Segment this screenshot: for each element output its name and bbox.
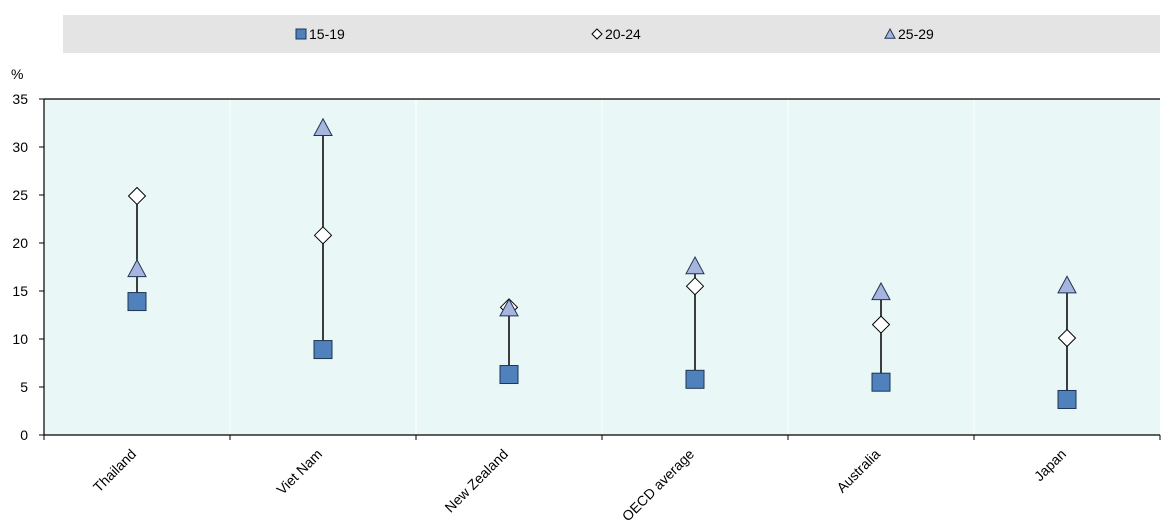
legend-background [63,15,1160,53]
y-tick-label: 30 [12,139,28,155]
x-tick-label: Viet Nam [273,446,325,498]
marker-diamond [685,276,705,296]
x-tick-label: Thailand [90,446,139,495]
y-tick-label: 25 [12,187,28,203]
marker-diamond [1057,328,1077,348]
marker-square [127,292,147,312]
marker-triangle [499,298,519,317]
legend-marker-diamond [591,28,603,40]
legend-marker-triangle [884,27,896,39]
legend-label: 15-19 [309,26,345,42]
x-tick-label: Australia [833,446,883,496]
y-tick-label: 15 [12,283,28,299]
marker-diamond [871,315,891,334]
y-tick-label: 35 [12,91,28,107]
legend-label: 25-29 [898,26,934,42]
marker-triangle [1057,275,1077,294]
y-tick-label: 10 [12,331,28,347]
marker-triangle [127,258,147,278]
marker-diamond [127,186,147,206]
y-tick-label: 20 [12,235,28,251]
legend: 15-19 20-24 25-29 [295,26,934,42]
y-axis-unit-label: % [11,66,23,82]
legend-label: 20-24 [605,26,641,42]
marker-square [871,372,891,392]
y-axis-ticks: 0 5 10 15 20 25 30 35 [12,91,44,443]
x-axis-ticks: Thailand Viet Nam New Zealand OECD average A… [43,435,1161,525]
markers [127,117,1077,409]
x-tick-label: OECD average [619,446,698,525]
x-tick-label: New Zealand [441,446,511,516]
grid [229,99,975,435]
marker-square [685,369,705,389]
y-tick-label: 5 [20,379,28,395]
x-tick-label: Japan [1031,446,1069,484]
marker-triangle [685,255,705,275]
marker-triangle [313,117,333,136]
marker-triangle [871,281,891,301]
marker-diamond [313,226,333,245]
marker-square [1057,389,1077,409]
marker-square [499,365,519,385]
marker-square [313,340,333,360]
legend-marker-square [295,28,307,40]
y-tick-label: 0 [20,427,28,443]
